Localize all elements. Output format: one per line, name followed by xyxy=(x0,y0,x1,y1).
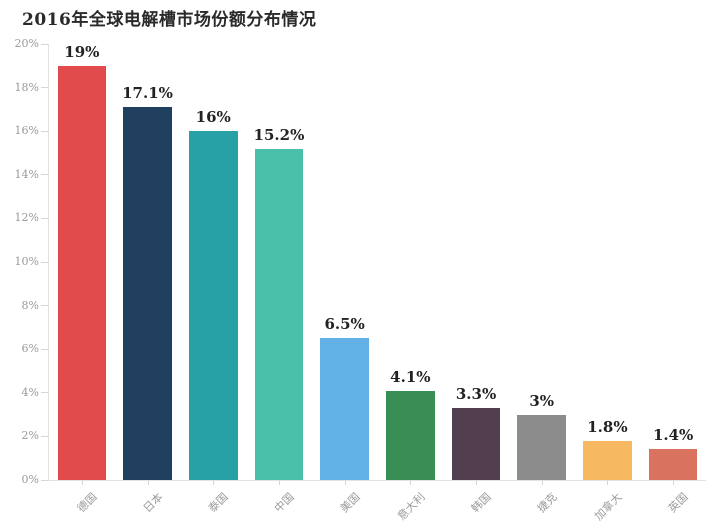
y-axis-label: 10% xyxy=(14,255,39,268)
y-axis-label: 0% xyxy=(21,473,39,486)
y-axis-label: 14% xyxy=(14,167,39,181)
bar-美国[interactable] xyxy=(320,338,369,480)
x-axis-label-泰国: 泰国 xyxy=(206,490,231,516)
y-tick xyxy=(41,130,49,132)
y-tick xyxy=(41,435,49,437)
y-axis-label: 8% xyxy=(21,298,39,312)
bar-slot: 3.3% 韩国 xyxy=(443,44,509,515)
x-tick xyxy=(147,480,149,485)
bar-加拿大[interactable] xyxy=(583,440,632,480)
y-tick xyxy=(41,479,49,481)
x-tick xyxy=(673,480,675,485)
x-tick xyxy=(344,480,346,485)
y-axis-label: 12% xyxy=(14,211,39,225)
bar-slot: 15.2% 中国 xyxy=(246,44,312,516)
bar-value-label: 16% xyxy=(195,108,231,127)
x-tick xyxy=(541,480,543,485)
x-tick xyxy=(410,480,412,485)
y-tick xyxy=(41,43,49,45)
x-axis-label-韩国: 韩国 xyxy=(468,490,494,516)
bar-slot: 17.1% 日本 xyxy=(115,44,181,515)
x-tick xyxy=(607,480,609,485)
x-tick xyxy=(476,480,478,485)
bar-slot: 19% 德国 xyxy=(49,43,115,515)
bar-slot: 4.1% 意大利 xyxy=(378,44,444,522)
bar-value-label: 1.4% xyxy=(652,426,694,445)
bar-日本[interactable] xyxy=(123,107,172,480)
y-tick xyxy=(41,217,49,219)
bar-德国[interactable] xyxy=(57,65,107,480)
y-tick xyxy=(41,348,49,350)
bar-slot: 3% 捷克 xyxy=(509,44,575,515)
x-axis-label-捷克: 捷克 xyxy=(534,490,560,516)
bar-value-label: 19% xyxy=(64,42,100,61)
y-axis-label: 4% xyxy=(21,385,39,399)
bar-value-label: 3.3% xyxy=(455,385,497,404)
y-tick xyxy=(41,305,49,307)
bar-value-label: 17.1% xyxy=(122,84,173,103)
y-axis-label: 20% xyxy=(14,37,39,50)
bar-意大利[interactable] xyxy=(386,390,435,480)
bar-slot: 1.8% 加拿大 xyxy=(575,44,641,522)
bar-中国[interactable] xyxy=(254,148,304,480)
y-tick xyxy=(41,174,49,176)
y-tick xyxy=(41,392,49,394)
bar-slot: 6.5% 美国 xyxy=(312,44,378,515)
y-tick xyxy=(41,261,49,263)
y-axis-label: 16% xyxy=(14,124,39,138)
x-tick xyxy=(213,480,215,485)
y-axis-label: 18% xyxy=(14,80,39,94)
x-axis-label-德国: 德国 xyxy=(74,490,100,516)
bar-韩国[interactable] xyxy=(451,408,501,480)
y-tick xyxy=(41,87,49,89)
x-axis-label-日本: 日本 xyxy=(140,490,166,516)
bar-泰国[interactable] xyxy=(188,131,238,480)
bar-slot: 16% 泰国 xyxy=(180,44,246,515)
chart-title: 2016年全球电解槽市场份额分布情况 xyxy=(22,10,317,30)
bar-value-label: 1.8% xyxy=(587,417,628,436)
y-axis-label: 2% xyxy=(21,429,39,443)
plot-area: 0% 2% 4% 6% 8% 10% 12% 14% 16% 18% 20% 19% 德国 17.1% 日本… xyxy=(15,37,706,522)
bar-英国[interactable] xyxy=(648,449,698,480)
x-axis-label-美国: 美国 xyxy=(337,490,363,516)
x-axis-label-意大利: 意大利 xyxy=(395,490,428,522)
y-axis-label: 6% xyxy=(21,342,39,356)
bar-value-label: 15.2% xyxy=(253,125,305,144)
x-axis-label-中国: 中国 xyxy=(271,490,297,516)
bar-slot: 1.4% 英国 xyxy=(640,44,706,515)
x-axis-label-英国: 英国 xyxy=(665,490,691,516)
bar-value-label: 4.1% xyxy=(390,367,431,386)
bar-value-label: 6.5% xyxy=(324,315,365,334)
x-tick xyxy=(81,480,83,485)
bar-value-label: 3% xyxy=(529,391,555,410)
x-axis-label-加拿大: 加拿大 xyxy=(592,490,626,522)
x-tick xyxy=(278,480,280,485)
bar-捷克[interactable] xyxy=(517,414,567,480)
